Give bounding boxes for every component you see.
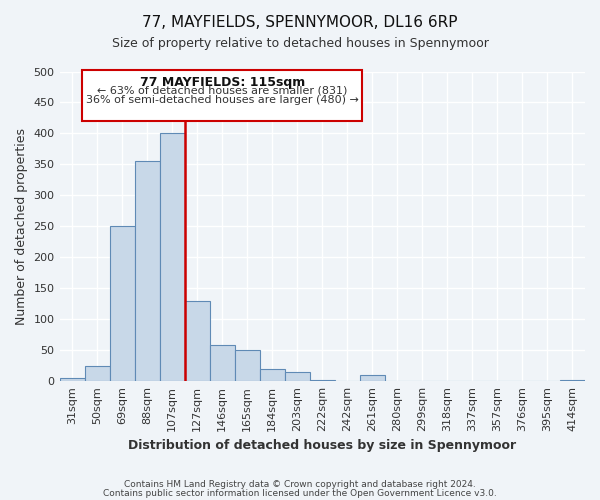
Text: 77 MAYFIELDS: 115sqm: 77 MAYFIELDS: 115sqm (140, 76, 305, 90)
Text: Size of property relative to detached houses in Spennymoor: Size of property relative to detached ho… (112, 38, 488, 51)
Bar (85, 366, 110, 381)
Bar (59, 378, 85, 381)
Bar (360, 375, 385, 381)
Bar (560, 380, 585, 381)
FancyBboxPatch shape (82, 70, 362, 121)
Bar (160, 134, 185, 381)
Bar (310, 380, 335, 381)
Bar (134, 162, 160, 381)
Y-axis label: Number of detached properties: Number of detached properties (15, 128, 28, 325)
X-axis label: Distribution of detached houses by size in Spennymoor: Distribution of detached houses by size … (128, 440, 517, 452)
Bar (235, 350, 260, 381)
Bar (260, 369, 285, 381)
Bar (110, 226, 134, 381)
Text: 36% of semi-detached houses are larger (480) →: 36% of semi-detached houses are larger (… (86, 95, 359, 105)
Bar (209, 346, 235, 381)
Text: ← 63% of detached houses are smaller (831): ← 63% of detached houses are smaller (83… (97, 86, 347, 96)
Bar (185, 300, 209, 381)
Text: Contains HM Land Registry data © Crown copyright and database right 2024.: Contains HM Land Registry data © Crown c… (124, 480, 476, 489)
Text: 77, MAYFIELDS, SPENNYMOOR, DL16 6RP: 77, MAYFIELDS, SPENNYMOOR, DL16 6RP (142, 15, 458, 30)
Text: Contains public sector information licensed under the Open Government Licence v3: Contains public sector information licen… (103, 488, 497, 498)
Bar (285, 372, 310, 381)
